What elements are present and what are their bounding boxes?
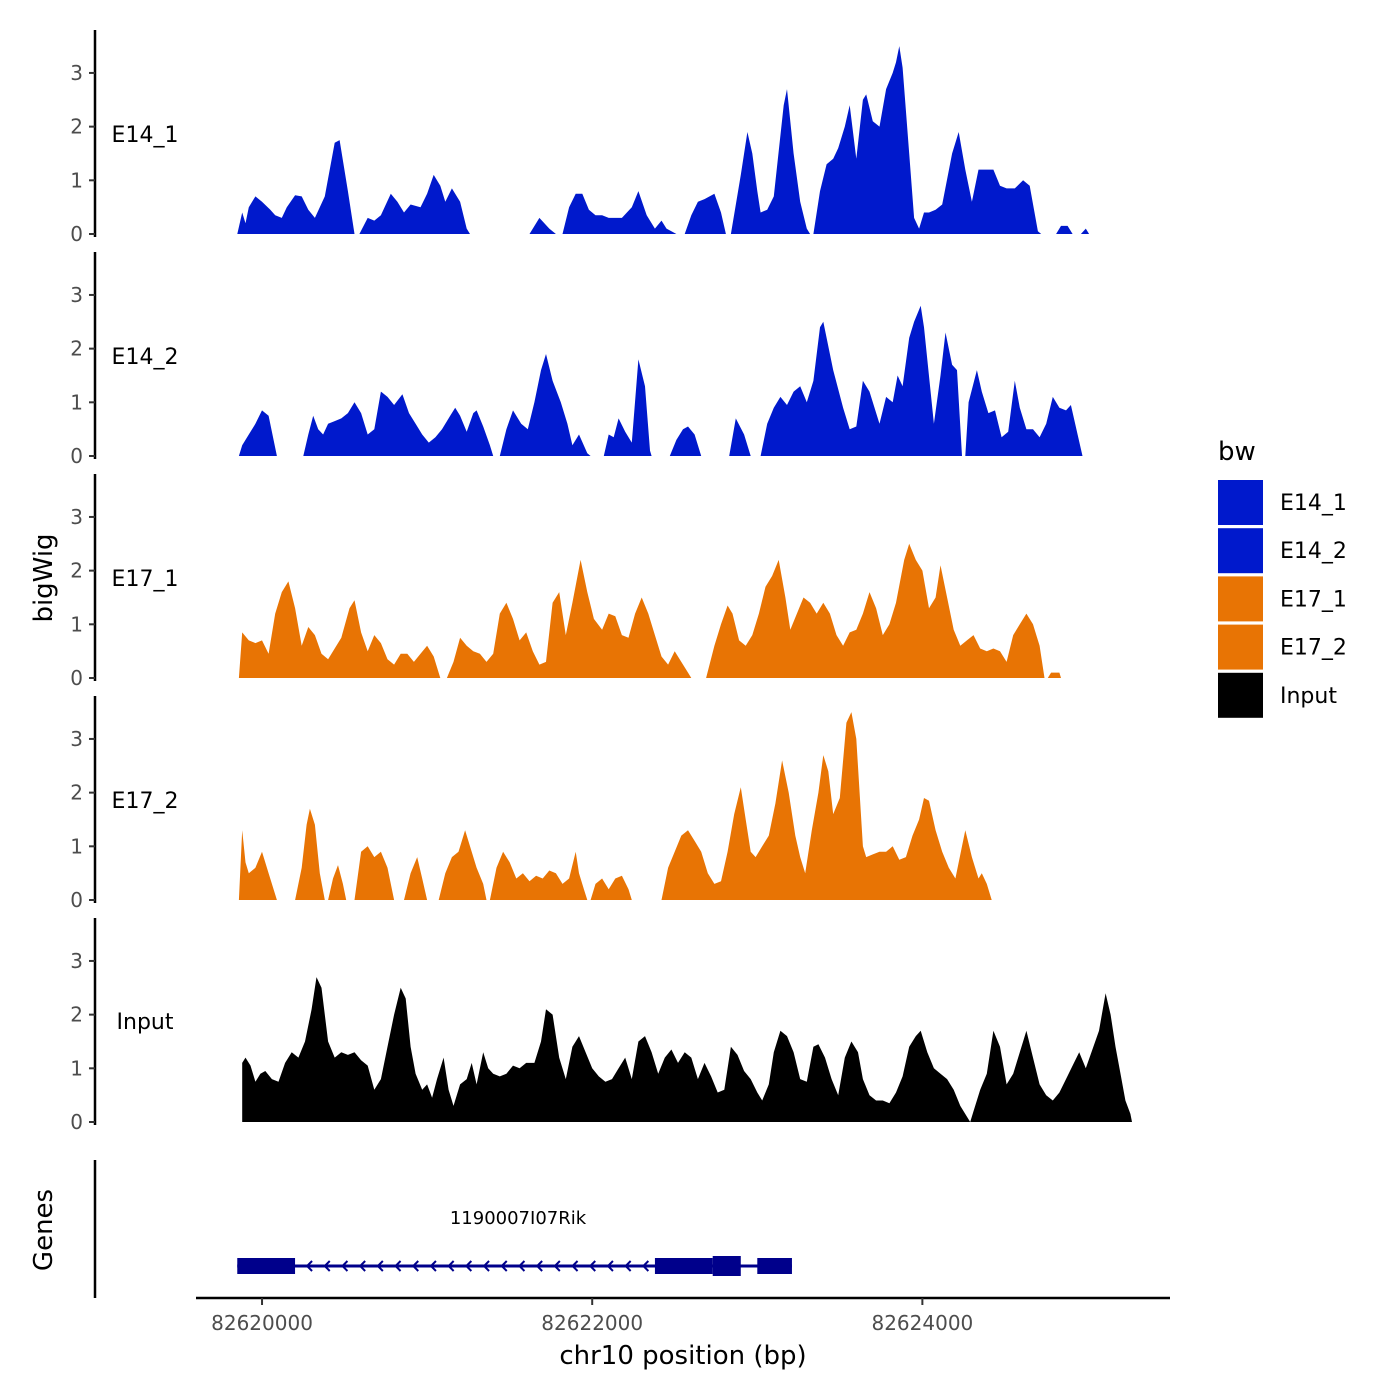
gene-name-label: 1190007I07Rik — [450, 1208, 587, 1229]
y-tick-label: 3 — [70, 61, 83, 85]
y-tick-label: 1 — [70, 612, 83, 636]
y-tick-label: 0 — [70, 666, 83, 690]
gene-track: 1190007I07Rik — [93, 1160, 792, 1298]
track-label: Input — [117, 1010, 174, 1035]
y-tick-label: 2 — [70, 559, 83, 583]
strand-arrow — [341, 1260, 349, 1272]
y-tick-label: 3 — [70, 949, 83, 973]
y-tick-label: 0 — [70, 222, 83, 246]
track-panel-e17-2: 0 1 2 3 E17_2 — [70, 696, 992, 912]
coverage-area-e14-2 — [238, 305, 1083, 456]
y-tick-label: 1 — [70, 1056, 83, 1080]
coverage-area-e14-1 — [237, 46, 1090, 234]
track-panel-e17-1: 0 1 2 3 E17_1 — [70, 474, 1061, 690]
y-tick-label: 3 — [70, 727, 83, 751]
strand-arrow — [447, 1260, 455, 1272]
legend-label: E17_2 — [1280, 636, 1347, 661]
strand-arrow — [358, 1260, 366, 1272]
legend-label: E17_1 — [1280, 587, 1347, 612]
legend-swatch — [1218, 672, 1263, 718]
genes-axis-title: Genes — [29, 1189, 59, 1271]
y-axis-title: bigWig — [29, 533, 59, 622]
strand-arrow — [429, 1260, 437, 1272]
track-panels: 0 1 2 3 E14_1 0 1 2 3 E14_2 0 1 2 3 E17_1 0 1 2 3 E17_2 0 1 2 3… — [70, 30, 1132, 1134]
x-tick-label: 82620000 — [211, 1311, 313, 1335]
legend-swatch — [1218, 528, 1263, 574]
legend: bw E14_1 E14_2 E17_1 E17_2 Input — [1218, 437, 1347, 718]
strand-arrow — [464, 1260, 473, 1272]
y-tick-label: 1 — [70, 834, 83, 858]
track-label: E17_2 — [112, 789, 179, 814]
track-panel-e14-2: 0 1 2 3 E14_2 — [70, 252, 1083, 468]
x-axis-title: chr10 position (bp) — [559, 1341, 806, 1371]
legend-swatch — [1218, 480, 1263, 525]
y-tick-label: 2 — [70, 115, 83, 139]
strand-arrow — [482, 1260, 490, 1272]
track-panel-e14-1: 0 1 2 3 E14_1 — [70, 30, 1090, 246]
strand-arrow — [624, 1260, 632, 1272]
gene-exon — [237, 1258, 296, 1274]
gene-exon — [712, 1256, 741, 1276]
strand-arrow — [553, 1260, 561, 1272]
y-tick-label: 2 — [70, 781, 83, 805]
y-tick-label: 1 — [70, 390, 83, 414]
y-tick-label: 2 — [70, 1003, 83, 1027]
strand-arrow — [411, 1260, 419, 1272]
strand-arrow — [535, 1260, 543, 1272]
track-panel-input: 0 1 2 3 Input — [70, 918, 1132, 1134]
strand-arrow — [376, 1260, 384, 1272]
y-tick-label: 3 — [70, 283, 83, 307]
strand-arrow — [641, 1260, 650, 1272]
coverage-area-input — [242, 977, 1132, 1122]
strand-arrow — [500, 1260, 508, 1272]
gene-exon — [757, 1258, 792, 1274]
y-tick-label: 0 — [70, 888, 83, 912]
coverage-area-e17-2 — [238, 712, 992, 900]
x-tick-label: 82624000 — [871, 1311, 973, 1335]
legend-swatch — [1218, 624, 1263, 670]
strand-arrow — [305, 1260, 313, 1272]
y-tick-label: 2 — [70, 337, 83, 361]
strand-arrow — [518, 1260, 526, 1272]
strand-arrow — [323, 1260, 331, 1272]
track-label: E14_1 — [112, 123, 179, 148]
x-tick-label: 82622000 — [541, 1311, 643, 1335]
strand-arrow — [394, 1260, 402, 1272]
strand-arrow — [571, 1260, 579, 1272]
legend-label: E14_2 — [1280, 539, 1347, 564]
legend-label: Input — [1280, 684, 1337, 709]
gene-exon — [654, 1258, 713, 1274]
legend-swatch — [1218, 576, 1263, 622]
legend-label: E14_1 — [1280, 491, 1347, 516]
y-tick-label: 0 — [70, 1110, 83, 1134]
track-label: E17_1 — [112, 567, 179, 592]
y-tick-label: 3 — [70, 505, 83, 529]
coverage-area-e17-1 — [238, 543, 1061, 678]
x-axis: 82620000 82622000 82624000 — [196, 1296, 1170, 1335]
y-tick-label: 0 — [70, 444, 83, 468]
track-label: E14_2 — [112, 345, 179, 370]
strand-arrow — [606, 1260, 614, 1272]
strand-arrow — [588, 1260, 596, 1272]
y-tick-label: 1 — [70, 168, 83, 192]
legend-title: bw — [1218, 437, 1256, 467]
